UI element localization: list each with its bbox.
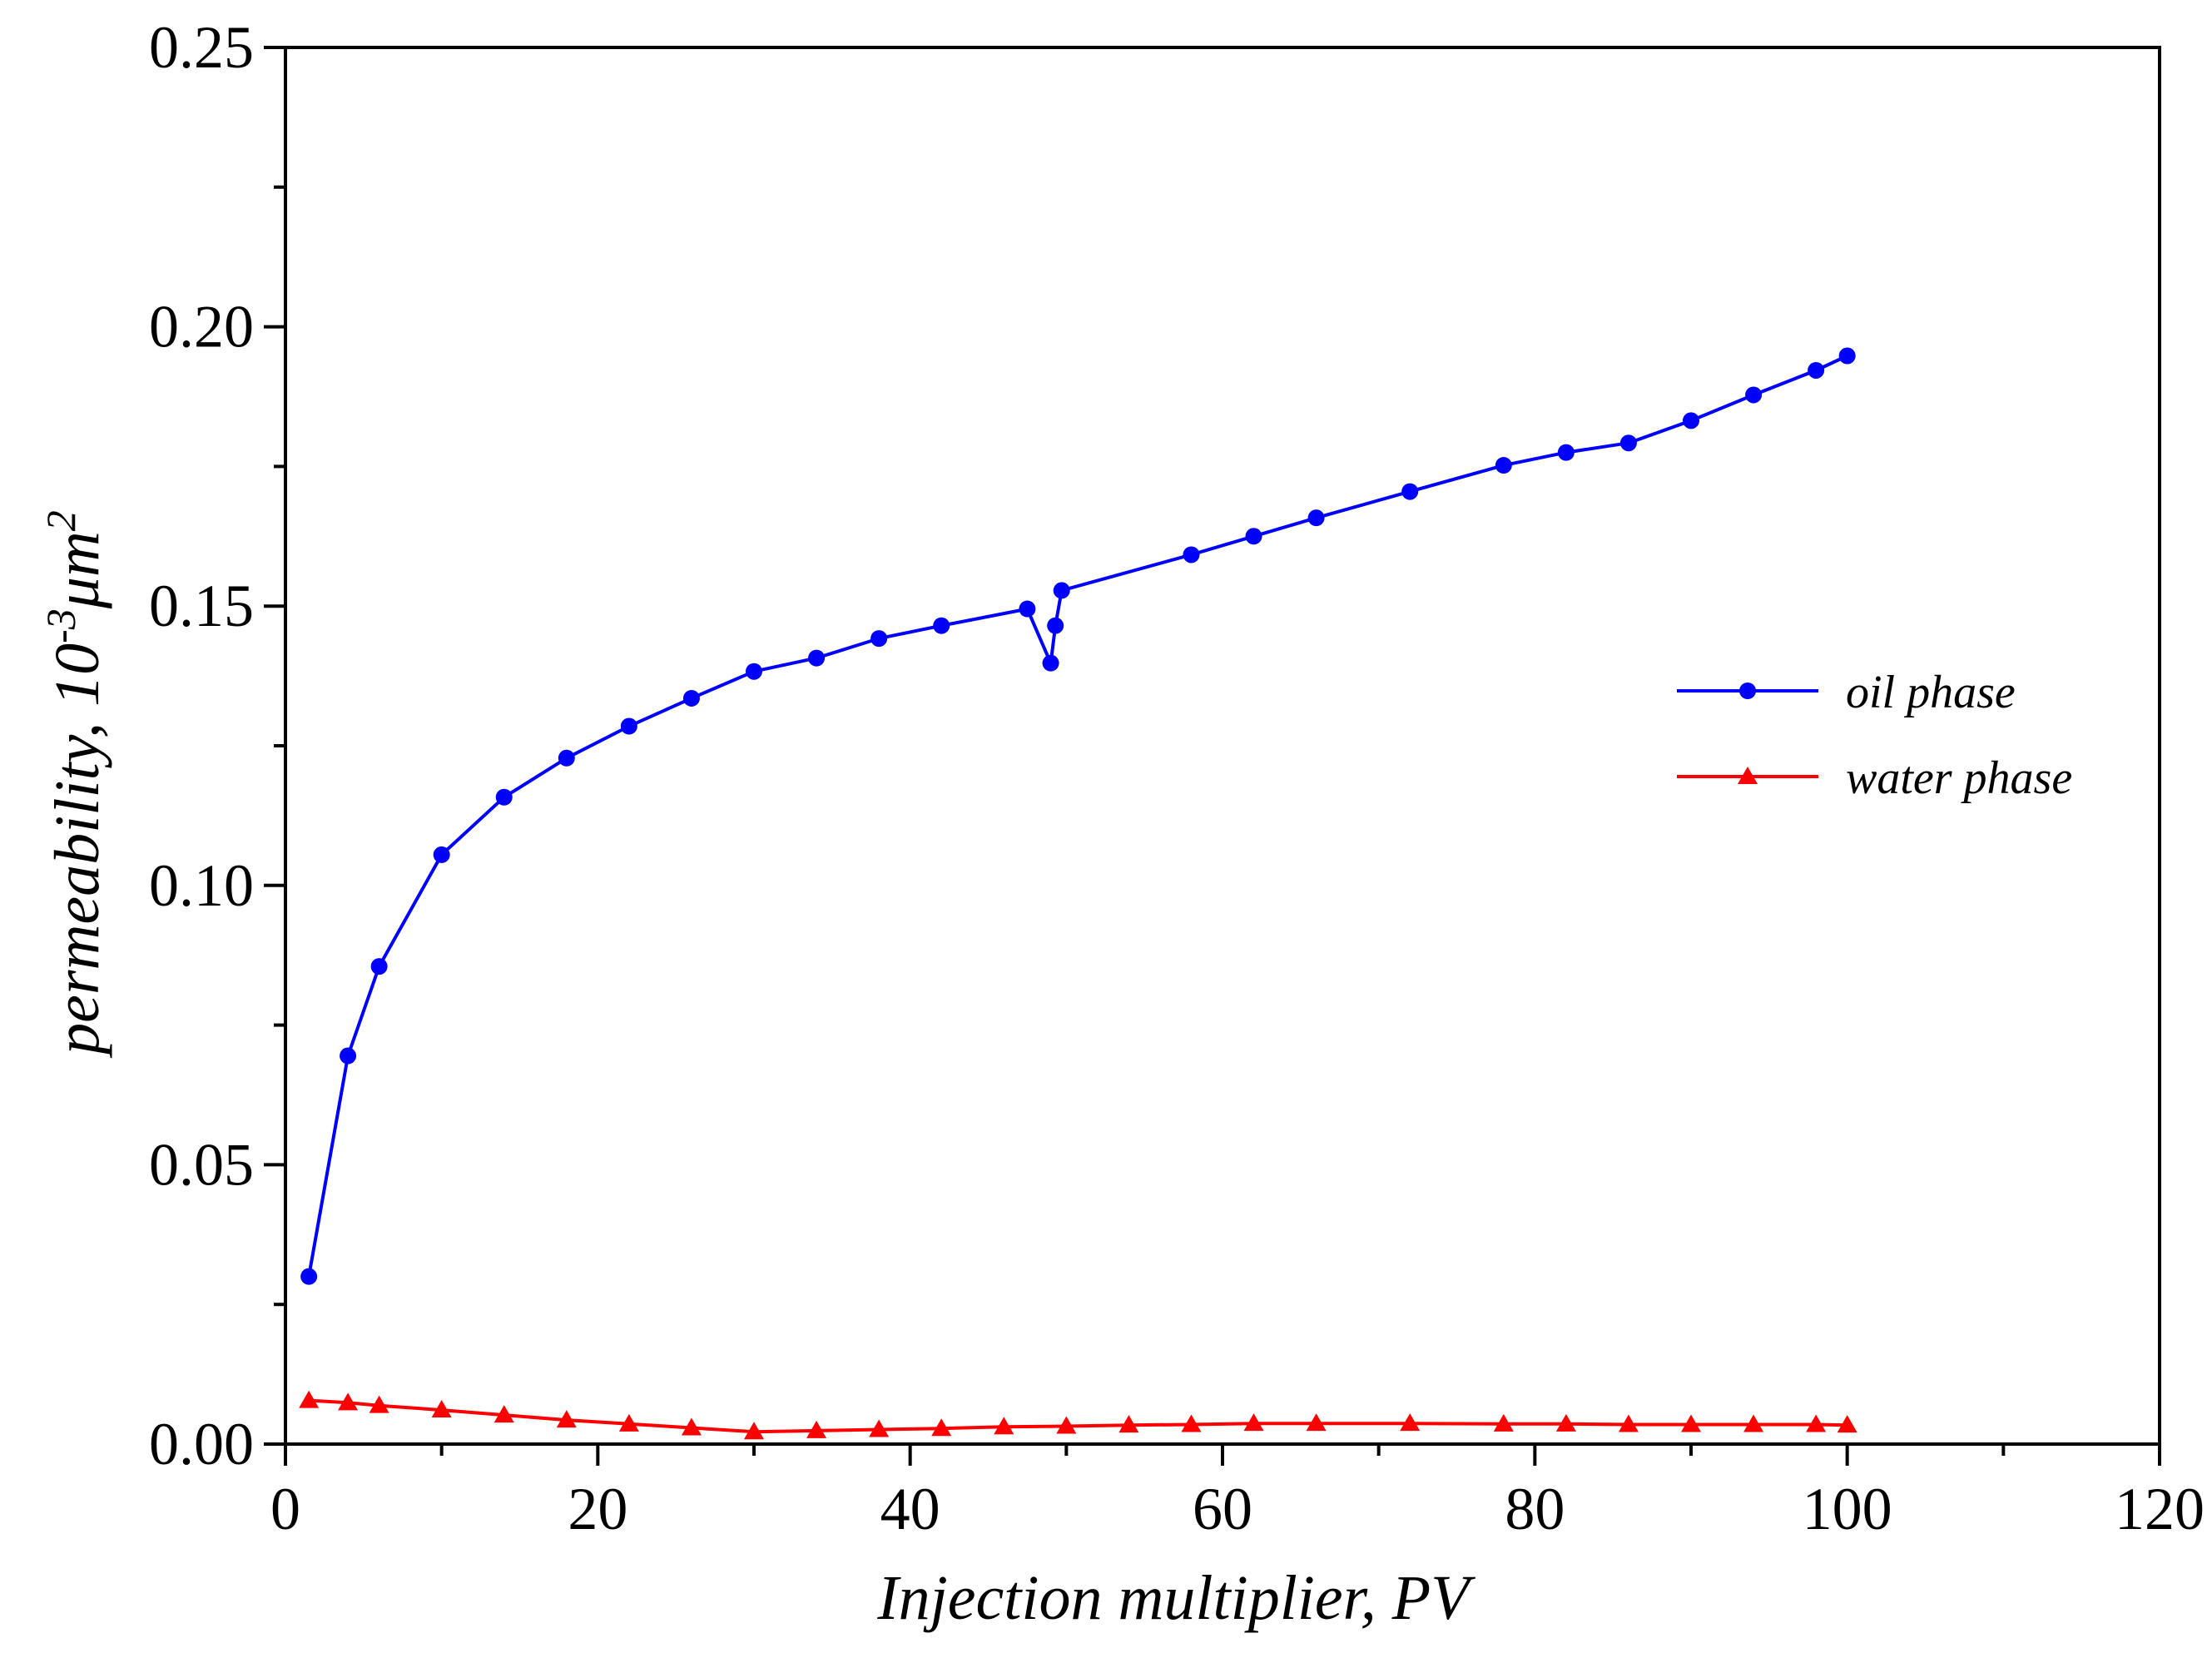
- oil-phase-point: [1183, 546, 1200, 563]
- y-tick-label: 0.10: [149, 852, 254, 919]
- oil-phase-point: [340, 1047, 357, 1065]
- y-axis-title-exp2: 2: [37, 510, 84, 531]
- water-phase-point: [369, 1395, 389, 1413]
- water-phase-point: [744, 1422, 764, 1440]
- water-phase-point: [1555, 1413, 1576, 1432]
- x-axis-title: Injection multiplier, PV: [876, 1563, 1475, 1633]
- legend: oil phase water phase: [1677, 667, 2072, 804]
- water-phase-point: [618, 1413, 639, 1432]
- x-tick-label: 60: [1193, 1476, 1252, 1542]
- water-phase-point: [299, 1390, 320, 1408]
- water-phase-point: [556, 1410, 577, 1428]
- water-phase-legend-marker: [1738, 767, 1758, 784]
- oil-phase-point: [682, 689, 700, 707]
- oil-phase-point: [495, 788, 513, 806]
- water-phase-point: [493, 1405, 514, 1423]
- oil-phase-point: [1495, 457, 1512, 474]
- water-phase-point: [1493, 1413, 1514, 1432]
- x-tick-label: 20: [568, 1476, 627, 1542]
- oil-phase-point: [1557, 444, 1575, 461]
- oil-phase-legend-label: oil phase: [1846, 667, 2016, 718]
- water-phase-point: [1118, 1415, 1139, 1433]
- y-axis-title-exp1: -3: [37, 608, 84, 643]
- y-axis-title: permeability, 10-3μm2: [37, 510, 112, 1059]
- plot-area: 0 20 40 60 80 100 120 0.00 0.05 0.10 0.15 0.20 0.25: [149, 14, 2205, 1542]
- oil-phase-point: [1683, 412, 1699, 429]
- water-phase-point: [1806, 1414, 1827, 1432]
- water-phase-point: [1837, 1415, 1857, 1433]
- water-phase-point: [1181, 1414, 1202, 1432]
- oil-phase-point: [620, 717, 637, 735]
- x-tick-label: 40: [880, 1476, 940, 1542]
- plot-frame: [284, 46, 2161, 1446]
- oil-phase-point: [1245, 528, 1262, 545]
- oil-phase-point: [1619, 434, 1637, 452]
- y-tick-label: 0.20: [149, 294, 254, 360]
- water-phase-point: [681, 1417, 702, 1436]
- oil-phase-legend-marker: [1739, 683, 1756, 699]
- oil-phase-point: [870, 630, 888, 648]
- water-phase-point: [338, 1392, 359, 1411]
- y-tick-label: 0.15: [149, 573, 254, 639]
- y-axis-title-unit: μm: [42, 531, 112, 609]
- oil-phase-point: [558, 749, 575, 767]
- oil-phase-point: [933, 617, 950, 634]
- water-phase-point: [1306, 1413, 1327, 1432]
- x-tick-label: 0: [270, 1476, 300, 1542]
- water-phase-point: [1743, 1414, 1764, 1432]
- water-phase-point: [994, 1417, 1014, 1435]
- water-phase-point: [869, 1419, 890, 1437]
- water-phase-line: [308, 1398, 1847, 1434]
- y-tick-label: 0.00: [149, 1411, 254, 1477]
- oil-phase-point: [1053, 582, 1070, 599]
- water-phase-point: [1681, 1414, 1701, 1432]
- y-tick-label: 0.25: [149, 14, 254, 81]
- oil-phase-point: [808, 649, 826, 667]
- oil-phase-point: [746, 663, 762, 680]
- x-tick-label: 100: [1803, 1476, 1892, 1542]
- oil-phase-point: [1808, 361, 1825, 379]
- oil-phase-line: [307, 354, 1848, 1277]
- oil-phase-series: [300, 347, 1856, 1285]
- water-phase-legend-label: water phase: [1846, 752, 2072, 804]
- water-phase-point: [1243, 1413, 1264, 1432]
- water-phase-point: [1400, 1413, 1421, 1432]
- oil-phase-point: [1047, 617, 1064, 634]
- water-phase-series: [299, 1390, 1857, 1440]
- x-tick-label: 80: [1505, 1476, 1565, 1542]
- water-phase-point: [806, 1420, 827, 1438]
- oil-phase-point: [433, 846, 450, 863]
- water-phase-point: [931, 1418, 952, 1437]
- water-phase-point: [1618, 1414, 1639, 1432]
- y-axis-title-prefix: permeability, 10: [42, 643, 112, 1059]
- x-tick-label: 120: [2115, 1476, 2205, 1542]
- oil-phase-point: [370, 958, 388, 975]
- water-phase-point: [431, 1400, 452, 1418]
- oil-phase-point: [1019, 600, 1036, 618]
- oil-phase-point: [1401, 483, 1419, 500]
- oil-phase-point: [1042, 654, 1059, 672]
- oil-phase-point: [1745, 386, 1763, 404]
- oil-phase-point: [1307, 509, 1325, 527]
- water-phase-point: [1056, 1416, 1077, 1434]
- y-tick-label: 0.05: [149, 1131, 254, 1198]
- oil-phase-point: [300, 1268, 318, 1285]
- oil-phase-point: [1838, 347, 1856, 365]
